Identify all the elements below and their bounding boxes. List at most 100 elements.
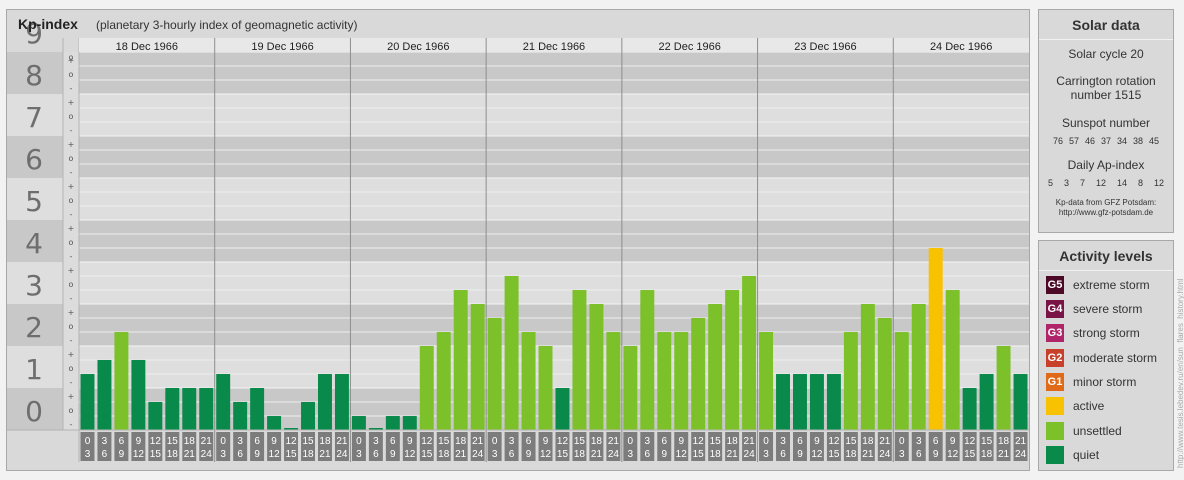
interval-start-label: 6 (933, 436, 939, 447)
level-label: severe storm (1073, 302, 1143, 316)
interval-box (809, 432, 824, 461)
sunspot-title: Sunspot number (1061, 116, 1151, 130)
sunspot-value: 76 (1052, 136, 1063, 146)
interval-end-label: 24 (744, 449, 756, 460)
interval-start-label: 9 (407, 436, 413, 447)
interval-end-label: 15 (964, 449, 976, 460)
interval-start-label: 0 (85, 436, 91, 447)
interval-end-label: 12 (540, 449, 552, 460)
interval-box (928, 432, 943, 461)
interval-start-label: 6 (254, 436, 260, 447)
kp-bar (318, 374, 332, 430)
kp-bar (809, 374, 824, 430)
title-bar-bg (7, 10, 1029, 38)
y-tick-label: 7 (25, 101, 43, 134)
interval-start-label: 0 (763, 436, 769, 447)
interval-end-label: 21 (862, 449, 874, 460)
interval-start-label: 18 (862, 436, 874, 447)
y-subtick-label: - (70, 294, 73, 303)
level-row-g2: G2 moderate storm (1046, 348, 1157, 368)
interval-end-label: 15 (150, 449, 162, 460)
y-subtick-label: - (70, 252, 73, 261)
kp-bar (470, 304, 485, 430)
kp-bar (402, 416, 417, 430)
interval-start-label: 0 (628, 436, 634, 447)
y-tick-label: 6 (25, 143, 43, 176)
interval-end-label: 21 (319, 449, 331, 460)
day-label: 19 Dec 1966 (251, 41, 313, 53)
kp-bar (250, 388, 265, 430)
ap-value: 12 (1154, 178, 1165, 188)
interval-end-label: 24 (608, 449, 620, 460)
kp-bar (165, 388, 180, 430)
kp-bar (538, 346, 553, 430)
level-label: strong storm (1073, 326, 1140, 340)
interval-end-label: 6 (237, 449, 243, 460)
y-subtick-label: o (69, 238, 74, 247)
ap-value: 5 (1047, 178, 1053, 188)
kp-bar (1013, 374, 1028, 430)
y-tick-label: 0 (25, 395, 43, 428)
solar-data-panel: Solar data Solar cycle 20 Carrington rot… (1038, 9, 1174, 233)
kp-bar (267, 416, 282, 430)
interval-start-label: 3 (509, 436, 515, 447)
day-label: 21 Dec 1966 (523, 41, 585, 53)
interval-box (250, 432, 265, 461)
interval-start-label: 18 (184, 436, 196, 447)
level-row-active: active (1046, 396, 1104, 416)
y-subtick-label: - (70, 336, 73, 345)
interval-start-label: 9 (678, 436, 684, 447)
interval-start-label: 9 (136, 436, 142, 447)
kp-bar (131, 359, 146, 430)
interval-end-label: 12 (269, 449, 281, 460)
interval-end-label: 24 (336, 449, 348, 460)
ap-title: Daily Ap-index (1067, 158, 1145, 172)
interval-end-label: 15 (421, 449, 433, 460)
interval-end-label: 3 (492, 449, 498, 460)
y-tick-label: 8 (25, 59, 43, 92)
kp-bar (301, 401, 315, 430)
interval-box (555, 432, 570, 461)
interval-box (623, 432, 638, 461)
kp-bar (572, 290, 587, 430)
level-swatch: G4 (1046, 300, 1064, 318)
interval-start-label: 12 (557, 436, 569, 447)
y-subtick-label: - (70, 210, 73, 219)
interval-box (470, 432, 485, 461)
y-subtick-label: o (69, 53, 74, 62)
interval-end-label: 18 (710, 449, 722, 460)
y-subtick-label: - (70, 420, 73, 429)
interval-start-label: 0 (899, 436, 905, 447)
y-subtick-label: + (68, 182, 75, 191)
interval-box (979, 432, 994, 461)
kp-bar (843, 332, 858, 430)
ap-value: 14 (1117, 178, 1128, 188)
subtick-column (63, 52, 79, 430)
interval-start-label: 6 (390, 436, 396, 447)
kp-band (7, 220, 1029, 262)
interval-box (877, 432, 892, 461)
interval-start-label: 15 (981, 436, 993, 447)
interval-end-label: 6 (645, 449, 651, 460)
interval-start-label: 9 (814, 436, 820, 447)
interval-start-label: 15 (438, 436, 450, 447)
y-subtick-label: o (69, 364, 74, 373)
interval-start-label: 0 (220, 436, 226, 447)
interval-box (504, 432, 519, 461)
chart-subtitle: (planetary 3-hourly index of geomagnetic… (96, 18, 358, 32)
level-row-unsettled: unsettled (1046, 421, 1122, 441)
interval-box (962, 432, 977, 461)
kp-bar (216, 374, 231, 430)
level-row-g1: G1 minor storm (1046, 372, 1136, 392)
interval-box (114, 432, 129, 461)
interval-box (640, 432, 655, 461)
data-credit: Kp-data from GFZ Potsdam: http://www.gfz… (1039, 198, 1173, 218)
y-subtick-label: - (70, 84, 73, 93)
level-row-g5: G5 extreme storm (1046, 275, 1150, 295)
interval-end-label: 3 (899, 449, 905, 460)
day-label: 18 Dec 1966 (116, 41, 178, 53)
interval-end-label: 21 (727, 449, 739, 460)
ap-value: 7 (1079, 178, 1085, 188)
kp-bar (708, 304, 723, 430)
interval-box (284, 432, 299, 461)
